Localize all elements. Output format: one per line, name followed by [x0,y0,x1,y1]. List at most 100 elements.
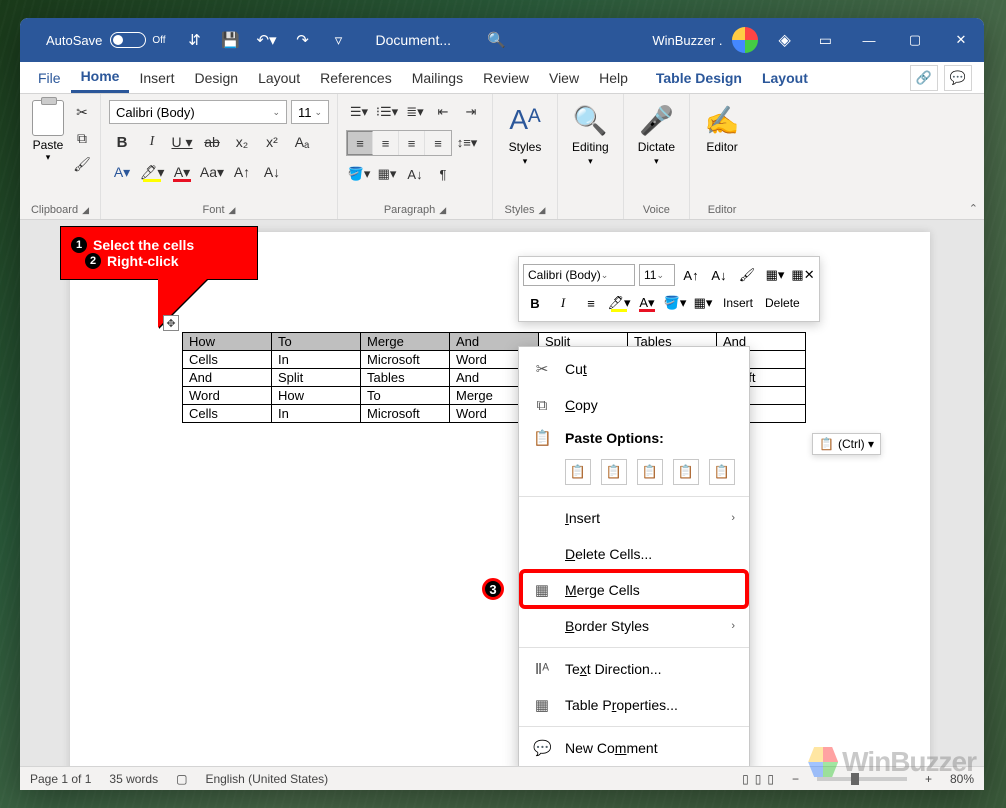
mini-table-delete[interactable]: ▦✕ [791,264,815,286]
font-launcher[interactable]: ◢ [229,205,236,216]
cut-icon[interactable]: ✂ [72,102,92,122]
paste-button[interactable]: Paste ▾ [28,98,68,174]
styles-launcher[interactable]: ◢ [539,205,546,216]
zoom-out-button[interactable]: − [792,772,799,786]
language-indicator[interactable]: English (United States) [205,772,328,786]
print-layout-icon[interactable]: ▯ [755,772,762,786]
borders-button[interactable]: ▦▾ [374,162,400,186]
focus-view-icon[interactable]: ▯ [742,772,749,786]
inc-indent-button[interactable]: ⇥ [458,100,484,124]
mini-font-color[interactable]: A▾ [635,292,659,314]
close-button[interactable]: ✕ [938,18,984,62]
format-painter-icon[interactable]: 🖌 [72,154,92,174]
dictate-button[interactable]: 🎤 Dictate ▾ [632,98,681,171]
tab-mailings[interactable]: Mailings [402,62,473,93]
shrink-font-button[interactable]: A↓ [259,160,285,184]
search-icon[interactable]: 🔍 [469,31,524,49]
mini-font-name[interactable]: Calibri (Body) ⌄ [523,264,635,286]
show-marks-button[interactable]: ¶ [430,162,456,186]
redo-icon[interactable]: ↷ [294,31,312,49]
mini-delete-button[interactable]: Delete [761,292,804,314]
line-spacing-button[interactable]: ↕≡▾ [454,131,480,155]
mini-grow-font[interactable]: A↑ [679,264,703,286]
premium-icon[interactable]: ◈ [764,30,804,50]
account-avatar[interactable] [732,27,758,53]
menu-new-comment[interactable]: 💬 New Comment [519,730,749,766]
font-color-button[interactable]: A▾ [169,160,195,184]
mini-shrink-font[interactable]: A↓ [707,264,731,286]
menu-cut[interactable]: ✂ Cut [519,351,749,387]
font-size-combo[interactable]: 11⌄ [291,100,329,124]
tab-table-design[interactable]: Table Design [646,62,752,93]
undo-icon[interactable]: ↶▾ [258,31,276,49]
subscript-button[interactable]: x₂ [229,130,255,154]
superscript-button[interactable]: x² [259,130,285,154]
tab-file[interactable]: File [28,62,71,93]
menu-delete-cells[interactable]: Delete Cells... [519,536,749,572]
save-icon[interactable]: 💾 [222,31,240,49]
minimize-button[interactable]: — [846,18,892,62]
paste-overwrite[interactable]: 📋 [673,459,699,485]
document-area[interactable]: 1Select the cells 2Right-click ✥ How To … [20,220,984,766]
tab-design[interactable]: Design [184,62,248,93]
underline-button[interactable]: U ▾ [169,130,195,154]
comments-button[interactable]: 💬 [944,65,972,91]
qat-more-icon[interactable]: ▿ [330,31,348,49]
share-button[interactable]: 🔗 [910,65,938,91]
strike-button[interactable]: ab [199,130,225,154]
mini-table-insert[interactable]: ▦▾ [763,264,787,286]
paste-keep-source[interactable]: 📋 [565,459,591,485]
zoom-in-button[interactable]: + [925,772,932,786]
menu-copy[interactable]: ⧉ Copy [519,387,749,423]
justify-button[interactable]: ≡ [425,131,451,155]
multilevel-button[interactable]: ≣▾ [402,100,428,124]
numbering-button[interactable]: ⁝☰▾ [374,100,400,124]
toggle-switch[interactable] [110,32,146,48]
paragraph-launcher[interactable]: ◢ [439,205,446,216]
dec-indent-button[interactable]: ⇤ [430,100,456,124]
mini-highlight[interactable]: 🖊▾ [607,292,631,314]
tab-home[interactable]: Home [71,62,130,93]
menu-border-styles[interactable]: Border Styles › [519,608,749,644]
highlight-button[interactable]: 🖊▾ [139,160,165,184]
mini-align[interactable]: ≡ [579,292,603,314]
mini-italic[interactable]: I [551,292,575,314]
menu-insert[interactable]: Insert › [519,500,749,536]
align-center-button[interactable]: ≡ [373,131,399,155]
tab-layout[interactable]: Layout [248,62,310,93]
bullets-button[interactable]: ☰▾ [346,100,372,124]
mini-borders[interactable]: ▦▾ [691,292,715,314]
change-case-button[interactable]: Aa▾ [199,160,225,184]
display-options-icon[interactable]: ▭ [805,32,846,49]
menu-merge-cells[interactable]: ▦ Merge Cells [519,572,749,608]
clipboard-launcher[interactable]: ◢ [82,205,89,216]
bold-button[interactable]: B [109,130,135,154]
tab-review[interactable]: Review [473,62,539,93]
tab-table-layout[interactable]: Layout [752,62,818,93]
tab-insert[interactable]: Insert [129,62,184,93]
account-name[interactable]: WinBuzzer . [648,33,726,48]
table-move-handle[interactable]: ✥ [163,315,179,331]
grow-font-button[interactable]: A↑ [229,160,255,184]
align-left-button[interactable]: ≡ [347,131,373,155]
mini-bold[interactable]: B [523,292,547,314]
paste-nest-table[interactable]: 📋 [637,459,663,485]
zoom-slider[interactable] [817,777,907,781]
paste-text-only[interactable]: 📋 [709,459,735,485]
menu-text-direction[interactable]: Ⅱᴬ Text Direction... [519,651,749,687]
menu-table-properties[interactable]: ▦ Table Properties... [519,687,749,723]
styles-button[interactable]: Aᴬ Styles ▾ [501,98,549,171]
align-right-button[interactable]: ≡ [399,131,425,155]
tab-help[interactable]: Help [589,62,638,93]
maximize-button[interactable]: ▢ [892,18,938,62]
italic-button[interactable]: I [139,130,165,154]
spell-check-icon[interactable]: ▢ [176,772,187,786]
tab-references[interactable]: References [310,62,402,93]
text-effects-button[interactable]: A▾ [109,160,135,184]
paste-options-button[interactable]: 📋 (Ctrl) ▾ [812,433,881,455]
shading-button[interactable]: 🪣▾ [346,162,372,186]
collapse-ribbon-button[interactable]: ⌃ [969,202,978,215]
zoom-level[interactable]: 80% [950,772,974,786]
font-name-combo[interactable]: Calibri (Body)⌄ [109,100,287,124]
sort-button[interactable]: A↓ [402,162,428,186]
